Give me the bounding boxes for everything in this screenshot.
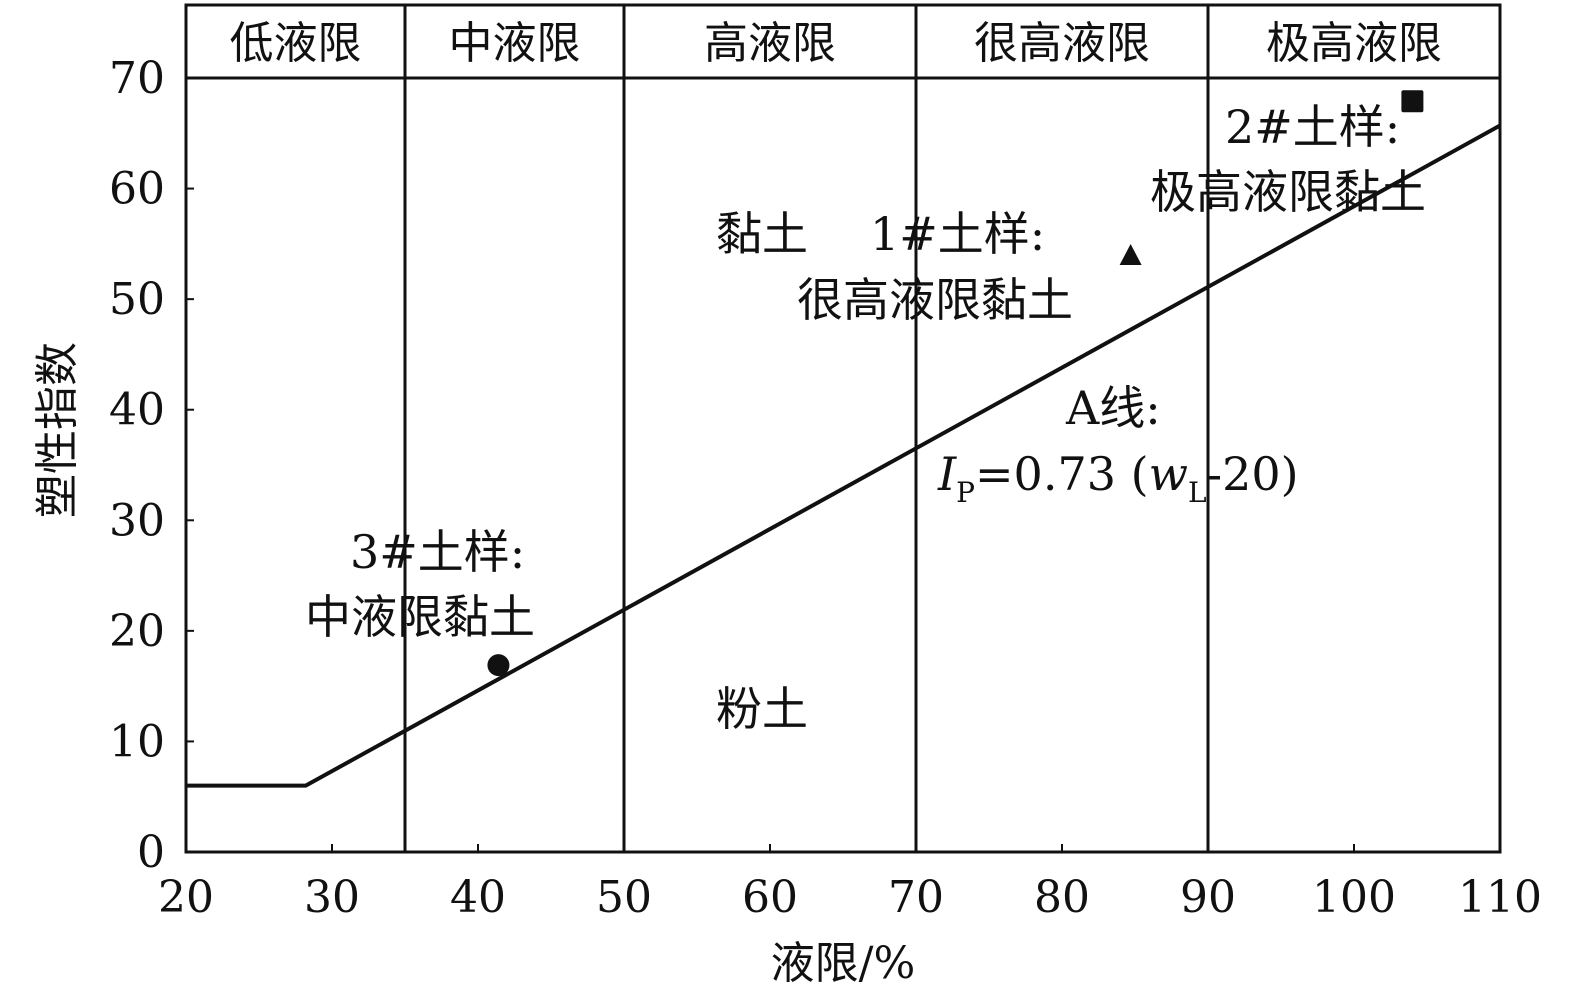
formula-sub-P: P bbox=[956, 476, 975, 509]
a-line bbox=[186, 123, 1501, 788]
zone-label: 很高液限 bbox=[974, 18, 1150, 69]
zone-label: 极高液限 bbox=[1266, 18, 1442, 69]
region-label-silt: 粉土 bbox=[716, 682, 808, 736]
x-tick-label: 110 bbox=[1458, 872, 1542, 923]
y-tick-label: 50 bbox=[109, 274, 165, 325]
sample-1-name: 1#土样: bbox=[870, 207, 1045, 261]
sample-2-class: 极高液限黏土 bbox=[1150, 165, 1426, 219]
sample-3-class: 中液限黏土 bbox=[305, 590, 535, 644]
x-tick-label: 80 bbox=[1034, 872, 1090, 923]
x-tick-label: 50 bbox=[596, 872, 652, 923]
formula-I: I bbox=[937, 447, 957, 501]
y-tick-label: 60 bbox=[109, 164, 165, 215]
y-tick-label: 0 bbox=[137, 827, 165, 878]
a-line-label: A线: bbox=[1065, 381, 1161, 435]
y-tick-label: 40 bbox=[109, 385, 165, 436]
formula-mid: =0.73 ( bbox=[975, 447, 1149, 501]
y-axis-label: 塑性指数 bbox=[32, 342, 83, 518]
sample-3-name: 3#土样: bbox=[350, 525, 525, 579]
sample-1-class: 很高液限黏土 bbox=[797, 273, 1073, 327]
formula-w: w bbox=[1149, 447, 1188, 501]
x-tick-label: 30 bbox=[304, 872, 360, 923]
formula-end: -20) bbox=[1207, 447, 1299, 501]
x-tick-label: 70 bbox=[888, 872, 944, 923]
x-tick-label: 20 bbox=[158, 872, 214, 923]
y-tick-label: 10 bbox=[109, 716, 165, 767]
a-line-formula: IP=0.73 (wL-20) bbox=[937, 447, 1299, 509]
y-tick-label: 30 bbox=[109, 495, 165, 546]
sample-point-triangle bbox=[1119, 244, 1142, 266]
x-tick-label: 90 bbox=[1180, 872, 1236, 923]
x-tick-label: 60 bbox=[742, 872, 798, 923]
x-tick-label: 100 bbox=[1312, 872, 1396, 923]
sample-2-name: 2#土样: bbox=[1225, 100, 1400, 154]
x-tick-label: 40 bbox=[450, 872, 506, 923]
formula-sub-L: L bbox=[1188, 476, 1207, 509]
plot-frame bbox=[184, 3, 1502, 854]
sample-point-circle bbox=[487, 654, 510, 677]
region-label-clay: 黏土 bbox=[716, 207, 808, 261]
x-axis-label: 液限/% bbox=[771, 938, 916, 989]
zone-label: 中液限 bbox=[449, 18, 581, 69]
sample-point-square bbox=[1401, 90, 1424, 113]
y-tick-label: 70 bbox=[109, 53, 165, 104]
y-tick-label: 20 bbox=[109, 606, 165, 657]
zone-label: 低液限 bbox=[230, 18, 362, 69]
zone-label: 高液限 bbox=[704, 18, 836, 69]
